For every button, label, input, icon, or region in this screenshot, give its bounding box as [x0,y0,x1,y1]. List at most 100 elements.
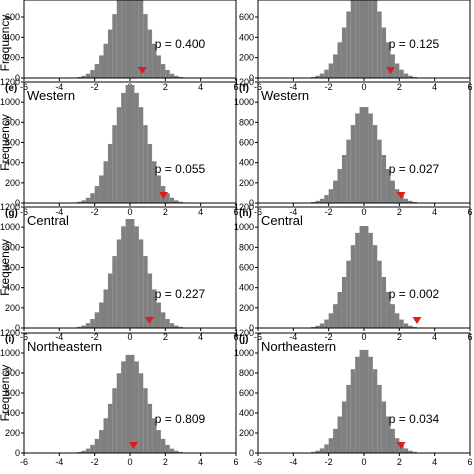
y-tick-label: 600 [239,388,254,398]
histogram-bar [152,418,157,453]
x-tick-label: 0 [361,332,366,342]
y-tick-label: 800 [239,117,254,127]
histogram-bar [116,0,122,78]
p-value-label: p = 0.809 [155,412,206,426]
histogram-bar [337,42,342,78]
histogram-bar [315,75,320,78]
histogram-bar [107,403,113,453]
histogram-bar [147,143,153,203]
histogram-bar [328,313,334,328]
histogram-bar [125,0,130,78]
x-tick-label: -4 [289,332,297,342]
histogram-bar [359,107,364,203]
histogram-bar [368,232,373,328]
x-tick-label: -4 [55,82,63,92]
p-value-label: p = 0.055 [155,162,206,176]
y-tick-label: 1200 [234,202,254,212]
histogram-bar [390,180,395,203]
histogram-bar [130,85,135,203]
histogram-bar [99,175,104,203]
histogram-bar [403,73,409,78]
histogram-bar [112,256,117,328]
observed-marker [137,67,147,74]
x-tick-label: 6 [233,457,238,467]
region-label: Western [261,88,309,103]
x-tick-label: -2 [325,207,333,217]
histogram-bar [103,289,108,328]
histogram-bar [147,273,153,328]
p-value-label: p = 0.002 [389,287,440,301]
histogram-bar [341,154,347,203]
y-tick-label: 0 [15,198,20,208]
x-tick-label: 4 [198,332,203,342]
histogram-bar [138,373,144,453]
histogram-bar [152,161,157,203]
region-label: Western [27,88,75,103]
y-tick-label: 1000 [0,222,20,232]
x-tick-label: 2 [397,82,402,92]
x-tick-label: -4 [289,82,297,92]
histogram-bar [333,180,338,203]
histogram-bar [121,226,126,328]
histogram-bar [381,27,387,78]
histogram-bar [103,161,108,203]
x-tick-label: -6 [254,457,262,467]
y-tick-label: 200 [239,303,254,313]
histogram-bar [112,14,117,79]
histogram-bar [355,232,360,328]
histogram-bar [94,312,100,328]
histogram-bar [147,29,153,78]
histogram-bar [99,302,104,328]
x-tick-label: -4 [55,332,63,342]
histogram-bar [333,304,338,328]
y-axis-label: Frequency [0,15,12,72]
histogram-bar [77,201,82,203]
y-tick-label: 0 [15,73,20,83]
histogram-bar [160,438,166,453]
histogram-bar [364,0,369,78]
histogram-bar [412,451,417,453]
x-tick-label: 0 [361,457,366,467]
histogram-bar [408,450,413,453]
x-tick-label: 4 [432,207,437,217]
histogram-bar [377,260,382,328]
y-tick-label: 400 [239,32,254,42]
histogram-bar [412,326,417,328]
histogram-bar [399,444,404,453]
histogram-bar [81,75,86,78]
histogram-bar [143,125,148,203]
histogram-bar [125,219,130,328]
panel-6: -6 -4 -2 0 2 4 6 0 200 400 600 800 1000 1200 Frequency… [0,328,239,467]
histogram-bar [174,450,179,453]
x-tick-label: 4 [198,457,203,467]
histogram-bar [319,448,325,453]
histogram-bar [403,448,409,453]
x-tick-label: 2 [397,207,402,217]
histogram-bar [311,76,316,78]
histogram-bar [346,384,351,453]
p-value-label: p = 0.027 [389,162,440,176]
histogram-bar [368,356,373,453]
y-tick-label: 600 [5,388,20,398]
histogram-bar [386,291,391,328]
histogram-bar [341,276,347,328]
histogram-bar [337,169,342,203]
histogram-bar [364,349,369,453]
histogram-bar [90,193,95,203]
x-tick-label: 2 [397,457,402,467]
x-tick-label: -6 [20,457,28,467]
histogram-bar [99,430,104,453]
histogram-bar [394,189,400,203]
histogram-bar [372,125,378,203]
histogram-bar [165,193,170,203]
histogram-bar [138,239,144,328]
histogram-bar [368,113,373,203]
y-tick-label: 0 [15,323,20,333]
x-tick-label: -2 [91,82,99,92]
histogram-bar [337,416,342,453]
p-value-label: p = 0.227 [155,287,206,301]
histogram-bar [160,312,166,328]
histogram-bar [399,69,404,78]
x-tick-label: -4 [55,457,63,467]
x-tick-label: -2 [325,82,333,92]
